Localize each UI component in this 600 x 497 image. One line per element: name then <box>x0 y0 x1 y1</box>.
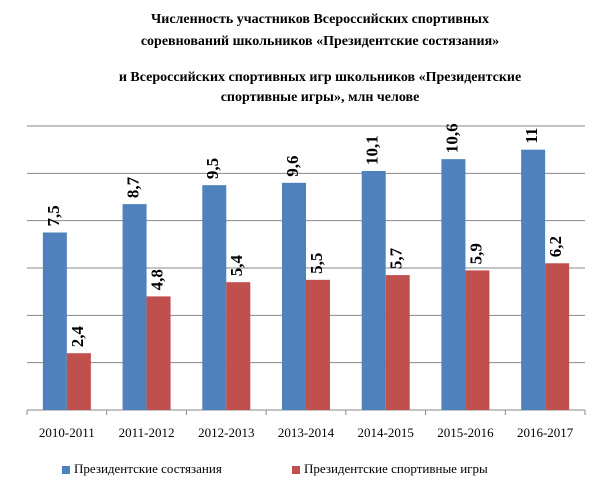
bar <box>66 353 91 410</box>
legend-swatch <box>62 466 70 474</box>
bar <box>361 170 386 410</box>
bar <box>385 275 410 410</box>
value-label: 10,6 <box>442 123 461 153</box>
bar <box>226 282 251 410</box>
legend-swatch <box>292 466 300 474</box>
value-label: 5,5 <box>307 253 326 274</box>
value-label: 9,6 <box>283 156 302 177</box>
x-tick-label: 2011-2012 <box>119 425 175 440</box>
chart-subtitle: и Всероссийских спортивных игр школьнико… <box>119 70 521 85</box>
value-label: 2,4 <box>68 325 87 347</box>
value-label: 5,9 <box>466 243 485 264</box>
x-tick-label: 2016-2017 <box>517 425 574 440</box>
chart-title: Численность участников Всероссийских спо… <box>151 12 489 27</box>
bar <box>521 149 546 410</box>
value-label: 10,1 <box>363 135 382 165</box>
value-label: 4,8 <box>147 269 166 290</box>
bar <box>306 279 330 410</box>
bar <box>282 182 306 410</box>
value-label: 7,5 <box>44 205 63 226</box>
value-label: 5,4 <box>227 254 246 276</box>
value-label: 5,7 <box>387 247 406 269</box>
value-label: 8,7 <box>123 176 142 198</box>
bar <box>202 185 227 410</box>
value-label: 6,2 <box>546 236 565 257</box>
bar <box>465 270 490 410</box>
chart-title: соревнований школьников «Президентские с… <box>141 34 499 49</box>
bar <box>122 204 147 410</box>
chart-subtitle: спортивные игры», млн челове <box>221 90 420 105</box>
legend-label: Президентские спортивные игры <box>304 461 488 476</box>
legend-label: Президентские состязания <box>74 461 222 476</box>
bar <box>545 263 570 410</box>
x-tick-label: 2014-2015 <box>358 425 414 440</box>
value-label: 9,5 <box>203 158 222 179</box>
bar <box>42 232 67 410</box>
bar <box>146 296 171 410</box>
x-tick-label: 2015-2016 <box>437 425 494 440</box>
x-tick-label: 2013-2014 <box>278 425 335 440</box>
value-label: 11 <box>522 128 541 144</box>
x-tick-label: 2012-2013 <box>198 425 254 440</box>
bar <box>441 159 466 410</box>
x-tick-label: 2010-2011 <box>39 425 95 440</box>
